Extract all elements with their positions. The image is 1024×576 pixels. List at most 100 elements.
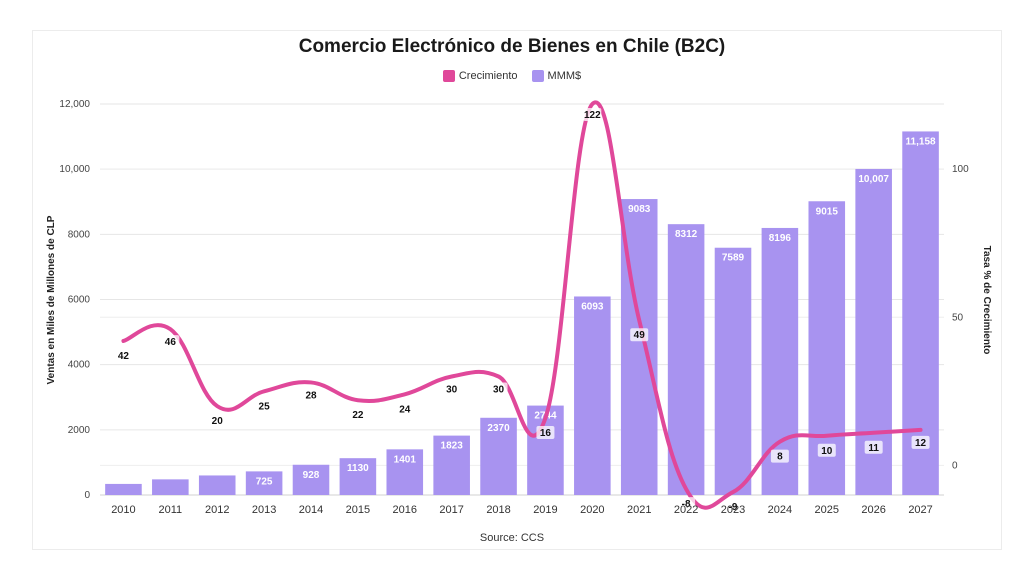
chart-title: Comercio Electrónico de Bienes en Chile … [298,36,726,57]
legend-swatch-mmm [531,70,544,82]
growth-label-2014: 28 [305,390,317,401]
growth-label-bg-2025 [817,443,836,457]
growth-label-2015: 22 [352,410,364,421]
growth-label-bg-2016 [395,402,414,416]
growth-label-bg-2026 [864,440,883,454]
bar-2022 [667,224,705,495]
bar-label-2021: 9083 [628,204,651,215]
bar-2023 [714,247,752,495]
growth-label-2011: 46 [165,337,177,348]
bar-label-2017: 1823 [441,441,464,452]
y-tick-right-0: 100 [952,164,969,175]
x-tick-2021: 2021 [627,504,651,516]
y-axis-left-title: Ventas en Miles de Millones de CLP [46,215,57,384]
growth-label-2019: 16 [540,428,552,439]
growth-line [121,100,923,510]
growth-label-bg-2027 [911,435,930,449]
y-axis-right-title: Tasa % de Crecimiento [981,246,992,355]
x-tick-2017: 2017 [439,504,463,516]
bar-2013 [245,471,283,495]
growth-label-2016: 24 [399,404,411,415]
grid-lines [100,103,944,496]
growth-label-bg-2018 [489,382,508,396]
bar-2014 [292,464,330,495]
bar-series: 7259281130140118232370274460939083831275… [105,131,939,496]
growth-label-bg-2023 [724,500,742,514]
bar-2020 [574,296,611,495]
bar-label-2024: 8196 [769,233,792,244]
bar-label-2015: 1130 [347,463,369,474]
x-tick-2027: 2027 [908,504,932,516]
y-axis-left: 12,000 10,000 8000 6000 4000 2000 0 [59,99,90,501]
growth-label-2013: 25 [259,401,271,412]
bar-label-2016: 1401 [394,454,417,465]
bar-label-2023: 7589 [722,253,745,264]
bar-2012 [198,475,236,495]
y-tick-right-2: 0 [952,460,958,471]
legend-label-mmm: MMM$ [547,70,582,82]
bar-2017 [433,435,470,495]
growth-label-bg-2012 [208,414,227,428]
bar-label-2025: 9015 [816,206,839,217]
growth-label-2022: -8 [682,499,691,510]
x-tick-2019: 2019 [533,504,557,516]
bar-label-2014: 928 [303,470,320,481]
source-note: Source: CCS [479,532,545,544]
x-tick-2010: 2010 [111,504,135,516]
legend-item-crecimiento[interactable]: Crecimiento [442,70,518,82]
growth-label-2010: 42 [118,351,130,362]
bar-label-2026: 10,007 [858,174,889,185]
x-axis: 2010 2011 2012 2013 2014 2015 2016 2017 2018 2019… [111,504,933,516]
legend-label-crecimiento: Crecimiento [458,70,518,82]
bar-label-2027: 11,158 [906,136,936,147]
y-tick-left-1: 10,000 [59,164,90,175]
x-tick-2026: 2026 [861,504,885,516]
growth-label-2023: -9 [729,502,738,513]
y-axis-right: 100 50 0 [952,164,969,471]
x-tick-2013: 2013 [252,504,276,516]
x-tick-2025: 2025 [815,504,839,516]
growth-label-bg-2013 [255,399,274,413]
growth-label-bg-2011 [161,335,180,349]
x-tick-2022: 2022 [674,504,698,516]
bar-label-2018: 2370 [487,423,510,434]
growth-label-bg-2021 [630,328,649,342]
y-tick-left-3: 6000 [68,295,91,306]
bar-2010 [105,483,142,495]
growth-label-bg-2017 [442,382,461,396]
y-tick-right-1: 50 [952,312,964,323]
y-tick-left-5: 2000 [68,425,91,436]
growth-label-2025: 10 [821,446,833,457]
bar-2027 [902,131,939,495]
legend: Crecimiento MMM$ [0,70,1024,82]
growth-label-2024: 8 [777,452,783,463]
x-tick-2020: 2020 [580,504,604,516]
growth-label-2027: 12 [915,438,927,449]
x-tick-2015: 2015 [346,504,370,516]
bar-label-2022: 8312 [675,229,698,240]
x-tick-2011: 2011 [159,504,183,516]
x-tick-2016: 2016 [393,504,417,516]
growth-label-2012: 20 [212,416,224,427]
growth-label-2020: 122 [584,110,601,121]
growth-label-bg-2014 [302,388,320,402]
growth-label-2018: 30 [493,385,505,396]
x-tick-2012: 2012 [205,504,229,516]
y-tick-left-6: 0 [84,490,90,501]
growth-label-bg-2022 [677,497,696,511]
x-tick-2023: 2023 [721,504,745,516]
y-tick-left-2: 8000 [68,229,91,240]
bar-2016 [386,449,424,495]
growth-label-bg-2010 [114,348,133,362]
growth-label-bg-2024 [770,449,789,463]
bar-2015 [339,458,377,495]
x-tick-2014: 2014 [299,504,323,516]
growth-label-2026: 11 [868,443,879,454]
growth-label-bg-2015 [348,408,367,422]
growth-label-2021: 49 [634,330,646,341]
bar-label-2020: 6093 [581,301,604,312]
legend-item-mmm[interactable]: MMM$ [531,70,582,82]
y-tick-left-4: 4000 [68,360,91,371]
growth-label-bg-2020 [583,108,602,121]
